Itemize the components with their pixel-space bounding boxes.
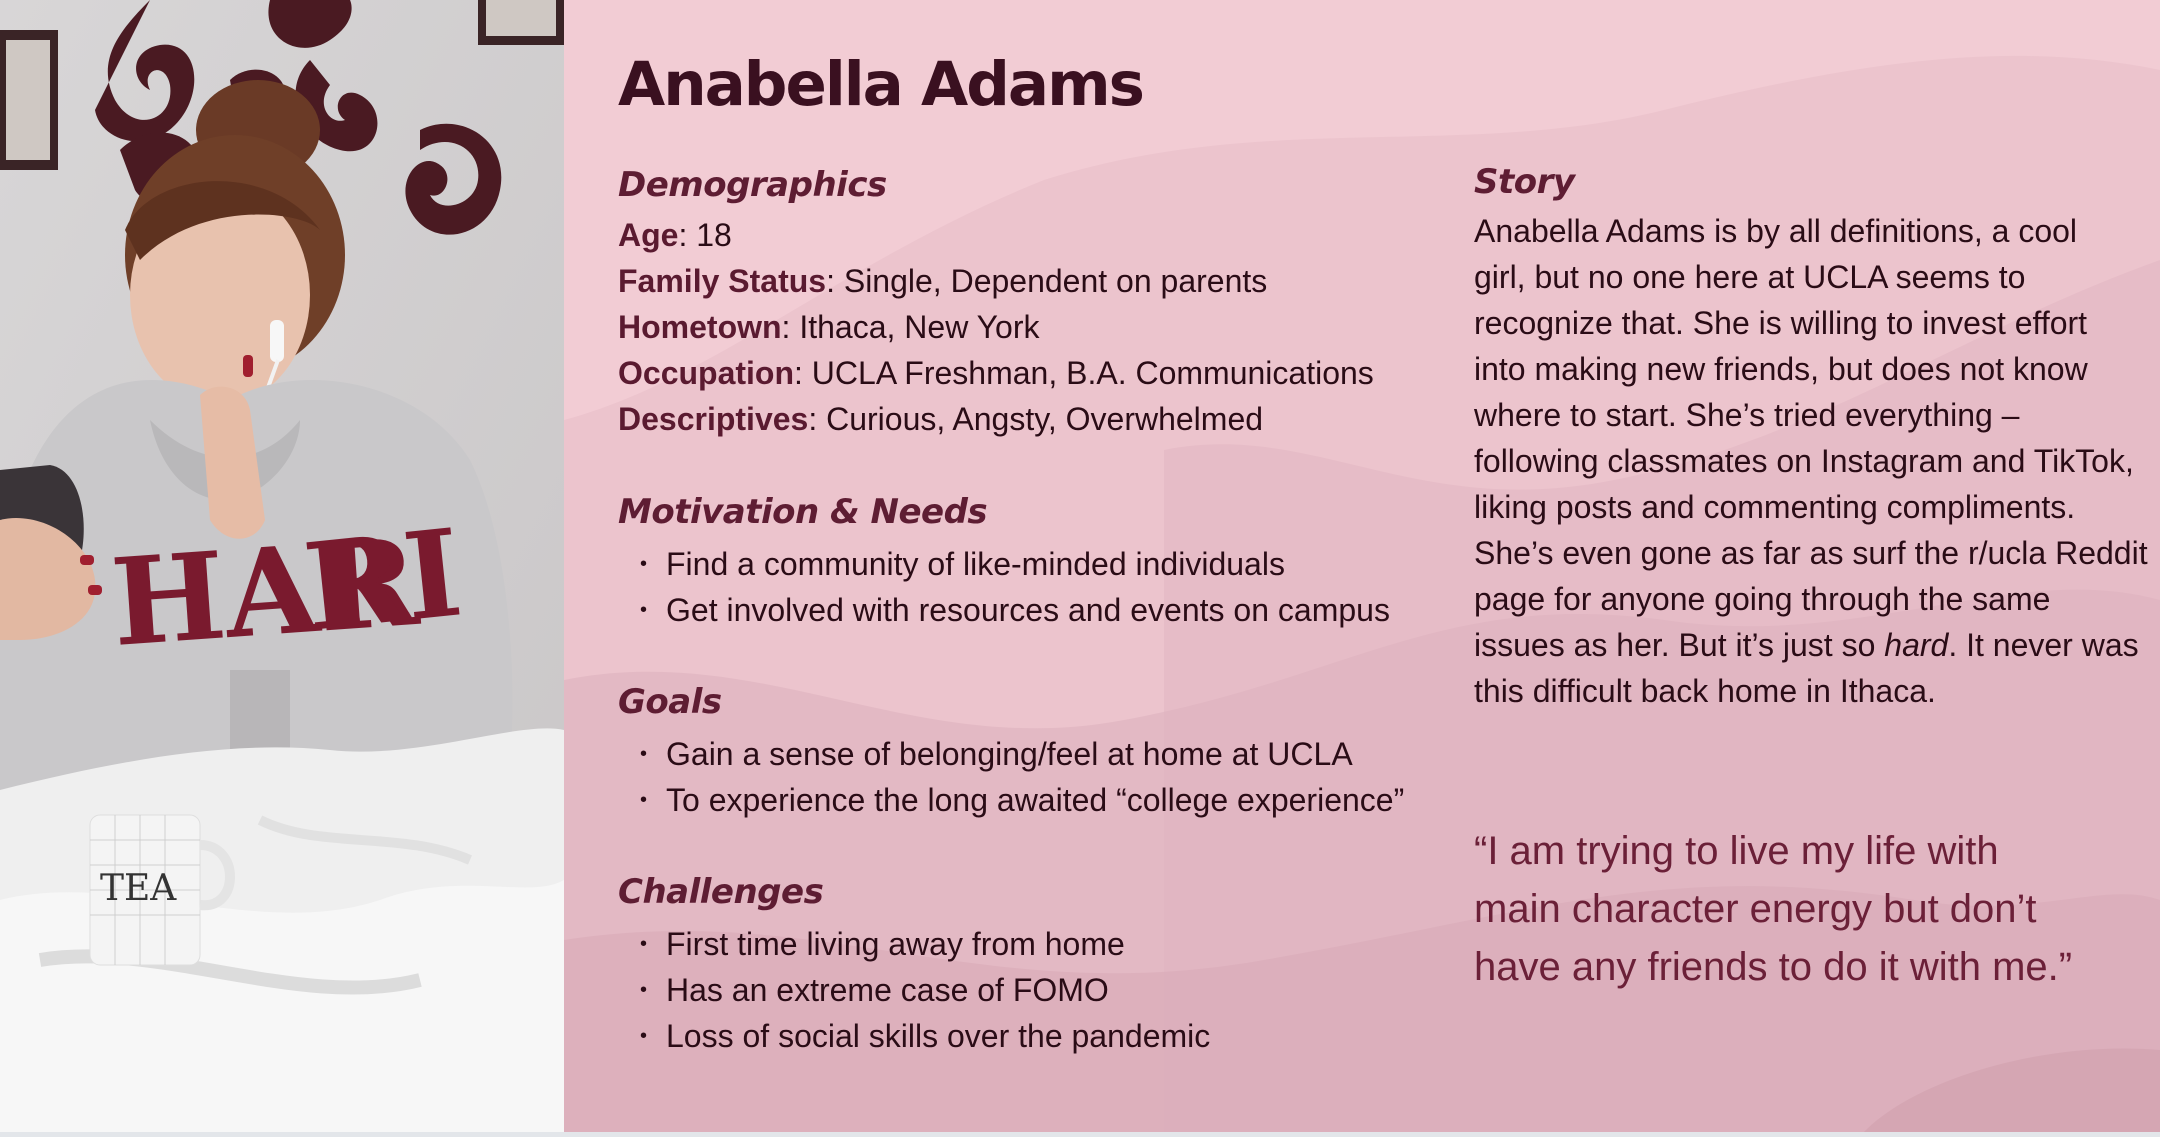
bullet-icon: •	[640, 1025, 648, 1047]
demographic-label: Hometown	[618, 309, 782, 345]
story-line: She’s even gone as far as surf the r/ucl…	[1474, 535, 2148, 571]
quote-line: main character energy but don’t	[1474, 887, 2037, 931]
motivation-heading: Motivation & Needs	[618, 492, 988, 532]
story-line: page for anyone going through the same	[1474, 581, 2051, 617]
demographic-value: : Ithaca, New York	[781, 309, 1040, 345]
persona-quote: “I am trying to live my life with main c…	[1474, 822, 2134, 996]
quote-line: have any friends to do it with me.”	[1474, 945, 2073, 989]
quote-line: “I am trying to live my life with	[1474, 829, 1999, 873]
goals-heading: Goals	[618, 682, 722, 722]
story-line: girl, but no one here at UCLA seems to	[1474, 259, 2026, 295]
svg-text:RI: RI	[298, 502, 468, 659]
bullet-icon: •	[640, 933, 648, 955]
story-text-segment: . It never was	[1948, 627, 2139, 663]
persona-name: Anabella Adams	[618, 49, 1145, 120]
svg-text:TEA: TEA	[100, 868, 177, 909]
list-item: • Loss of social skills over the pandemic	[618, 1013, 1210, 1059]
story-heading: Story	[1474, 162, 1575, 202]
challenges-heading: Challenges	[618, 872, 824, 912]
demographic-label: Age	[618, 217, 679, 253]
list-item-text: Gain a sense of belonging/feel at home a…	[666, 736, 1353, 772]
story-line: issues as her. But it’s just so hard. It…	[1474, 622, 2139, 668]
list-item-text: Find a community of like-minded individu…	[666, 546, 1285, 582]
list-item: • First time living away from home	[618, 921, 1210, 967]
demographic-value: : 18	[678, 217, 732, 253]
demographic-label: Family Status	[618, 263, 827, 299]
persona-panel: Anabella Adams Demographics Age: 18 Fami…	[564, 0, 2160, 1132]
demographic-hometown: Hometown: Ithaca, New York	[618, 308, 1039, 346]
bullet-icon: •	[640, 789, 648, 811]
persona-photo-illustration: HAR RI TEA	[0, 0, 564, 1137]
bullet-icon: •	[640, 979, 648, 1001]
demographic-value: : Curious, Angsty, Overwhelmed	[808, 401, 1264, 437]
demographic-label: Occupation	[618, 355, 795, 391]
story-line: Anabella Adams is by all definitions, a …	[1474, 213, 2078, 249]
demographic-label: Descriptives	[618, 401, 809, 437]
story-line: where to start. She’s tried everything –	[1474, 397, 2020, 433]
list-item-text: Loss of social skills over the pandemic	[666, 1018, 1211, 1054]
list-item-text: To experience the long awaited “college …	[666, 782, 1405, 818]
list-item-text: Get involved with resources and events o…	[666, 592, 1390, 628]
bullet-icon: •	[640, 743, 648, 765]
list-item-text: Has an extreme case of FOMO	[666, 972, 1109, 1008]
bottom-divider	[0, 1132, 2160, 1137]
bullet-icon: •	[640, 599, 648, 621]
motivation-list: • Find a community of like-minded individ…	[618, 541, 1390, 633]
list-item: • Has an extreme case of FOMO	[618, 967, 1210, 1013]
list-item: • Gain a sense of belonging/feel at home …	[618, 731, 1404, 777]
persona-photo: HAR RI TEA	[0, 0, 564, 1137]
story-line: into making new friends, but does not kn…	[1474, 351, 2088, 387]
demographic-family-status: Family Status: Single, Dependent on pare…	[618, 262, 1267, 300]
svg-text:HAR: HAR	[107, 512, 424, 674]
challenges-list: • First time living away from home • Has a…	[618, 921, 1210, 1059]
list-item-text: First time living away from home	[666, 926, 1125, 962]
story-line: this difficult back home in Ithaca.	[1474, 673, 1936, 709]
wave-background	[564, 0, 2160, 1132]
list-item: • To experience the long awaited “college…	[618, 777, 1404, 823]
demographic-descriptives: Descriptives: Curious, Angsty, Overwhelm…	[618, 400, 1263, 438]
bullet-icon: •	[640, 553, 648, 575]
demographics-heading: Demographics	[618, 165, 887, 205]
story-line: liking posts and commenting compliments.	[1474, 489, 2076, 525]
story-line: recognize that. She is willing to invest…	[1474, 305, 2088, 341]
demographic-value: : UCLA Freshman, B.A. Communications	[794, 355, 1374, 391]
demographic-occupation: Occupation: UCLA Freshman, B.A. Communic…	[618, 354, 1374, 392]
demographic-age: Age: 18	[618, 216, 732, 254]
list-item: • Find a community of like-minded individ…	[618, 541, 1390, 587]
list-item: • Get involved with resources and events …	[618, 587, 1390, 633]
story-emphasis: hard	[1884, 627, 1949, 663]
demographic-value: : Single, Dependent on parents	[826, 263, 1268, 299]
story-line: following classmates on Instagram and Ti…	[1474, 443, 2134, 479]
goals-list: • Gain a sense of belonging/feel at home …	[618, 731, 1404, 823]
story-text: Anabella Adams is by all definitions, a …	[1474, 208, 2148, 714]
story-text-segment: issues as her. But it’s just so	[1474, 627, 1885, 663]
